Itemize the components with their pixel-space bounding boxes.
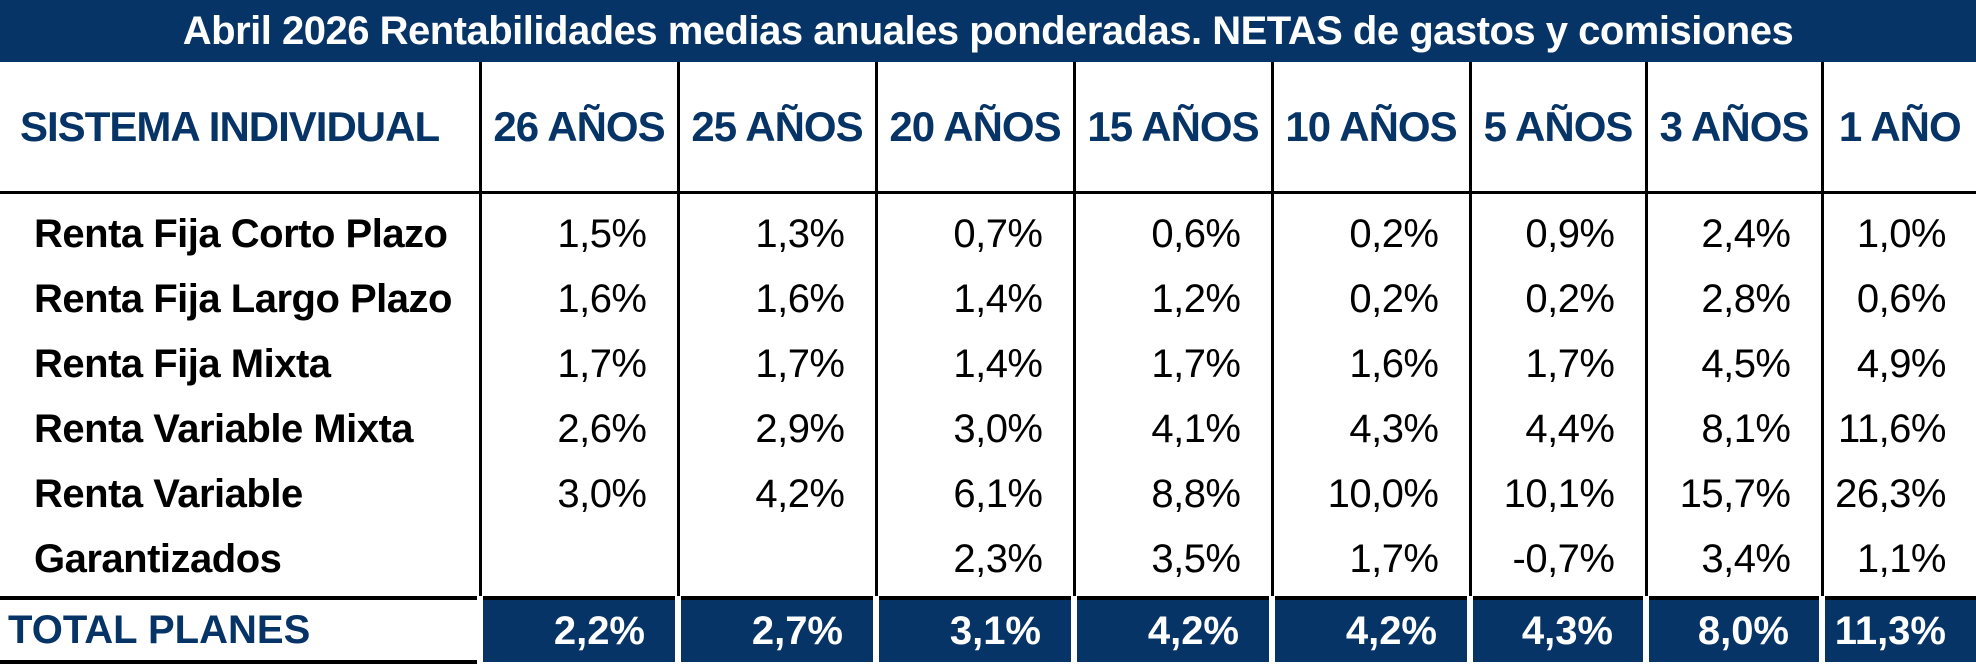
table-cell: 1,3%: [676, 192, 876, 267]
total-cell: 8,0%: [1643, 596, 1822, 662]
row-label: Garantizados: [34, 537, 282, 581]
table-cell: 8,1%: [1644, 397, 1822, 462]
total-cell: 4,3%: [1467, 596, 1646, 662]
table-cell: 2,6%: [478, 397, 678, 462]
table-row: Renta Variable Mixta 2,6% 2,9% 3,0% 4,1%…: [0, 397, 1976, 462]
returns-table: SISTEMA INDIVIDUAL 26 AÑOS 25 AÑOS 20 AÑ…: [0, 62, 1976, 664]
row-label: Renta Fija Corto Plazo: [34, 212, 448, 256]
total-cell: 2,7%: [675, 596, 876, 662]
table-row: Renta Fija Largo Plazo 1,6% 1,6% 1,4% 1,…: [0, 267, 1976, 332]
table-cell: 3,0%: [874, 397, 1074, 462]
table-cell: 0,6%: [1820, 267, 1976, 332]
table-cell: 4,2%: [676, 462, 876, 527]
total-cell: 2,2%: [477, 596, 678, 662]
table-cell: 4,4%: [1468, 397, 1646, 462]
table-cell: 2,3%: [874, 527, 1074, 598]
table-cell: [478, 527, 678, 598]
table-cell: 2,4%: [1644, 192, 1822, 267]
table-cell: 4,9%: [1820, 332, 1976, 397]
table-cell: 4,5%: [1644, 332, 1822, 397]
row-label: Renta Variable: [34, 472, 303, 516]
table-cell: 6,1%: [874, 462, 1074, 527]
table-cell: [676, 527, 876, 598]
table-row: Renta Variable 3,0% 4,2% 6,1% 8,8% 10,0%…: [0, 462, 1976, 527]
table-cell: 2,8%: [1644, 267, 1822, 332]
table-cell: 3,0%: [478, 462, 678, 527]
table-cell: 0,2%: [1270, 192, 1470, 267]
table-cell: 1,6%: [478, 267, 678, 332]
column-header: 20 AÑOS: [874, 62, 1074, 194]
column-header: 1 AÑO: [1820, 62, 1976, 194]
column-header: 26 AÑOS: [478, 62, 678, 194]
total-cell: 4,2%: [1269, 596, 1470, 662]
table-row: Renta Fija Mixta 1,7% 1,7% 1,4% 1,7% 1,6…: [0, 332, 1976, 397]
table-cell: -0,7%: [1468, 527, 1646, 598]
table-cell: 10,1%: [1468, 462, 1646, 527]
column-header: 3 AÑOS: [1644, 62, 1822, 194]
total-cell: 4,2%: [1071, 596, 1272, 662]
table-cell: 10,0%: [1270, 462, 1470, 527]
table-cell: 11,6%: [1820, 397, 1976, 462]
header-row: SISTEMA INDIVIDUAL 26 AÑOS 25 AÑOS 20 AÑ…: [0, 62, 1976, 194]
total-cell: 3,1%: [873, 596, 1074, 662]
table-cell: 3,5%: [1072, 527, 1272, 598]
system-label: SISTEMA INDIVIDUAL: [0, 62, 480, 194]
table-cell: 0,2%: [1270, 267, 1470, 332]
table-cell: 26,3%: [1820, 462, 1976, 527]
column-header: 25 AÑOS: [676, 62, 876, 194]
table-cell: 1,6%: [676, 267, 876, 332]
row-label: Renta Variable Mixta: [34, 407, 414, 451]
table-cell: 1,2%: [1072, 267, 1272, 332]
table-cell: 0,6%: [1072, 192, 1272, 267]
table-cell: 0,7%: [874, 192, 1074, 267]
row-label: Renta Fija Mixta: [34, 342, 331, 386]
column-header: 10 AÑOS: [1270, 62, 1470, 194]
column-header: 5 AÑOS: [1468, 62, 1646, 194]
table-row: Garantizados 2,3% 3,5% 1,7% -0,7% 3,4% 1…: [0, 527, 1976, 598]
table-cell: 1,7%: [1270, 527, 1470, 598]
report-title: Abril 2026 Rentabilidades medias anuales…: [0, 0, 1976, 62]
row-label: Renta Fija Largo Plazo: [34, 277, 452, 321]
table-cell: 15,7%: [1644, 462, 1822, 527]
table-cell: 0,2%: [1468, 267, 1646, 332]
table-cell: 1,1%: [1820, 527, 1976, 598]
column-header: 15 AÑOS: [1072, 62, 1272, 194]
table-cell: 0,9%: [1468, 192, 1646, 267]
table-cell: 1,7%: [478, 332, 678, 397]
table-cell: 3,4%: [1644, 527, 1822, 598]
table-row: Renta Fija Corto Plazo 1,5% 1,3% 0,7% 0,…: [0, 192, 1976, 267]
table-cell: 4,1%: [1072, 397, 1272, 462]
table-cell: 1,4%: [874, 332, 1074, 397]
table-cell: 8,8%: [1072, 462, 1272, 527]
total-label: TOTAL PLANES: [0, 596, 480, 664]
table-cell: 4,3%: [1270, 397, 1470, 462]
table-cell: 1,6%: [1270, 332, 1470, 397]
total-cell: 11,3%: [1819, 596, 1976, 662]
table-cell: 2,9%: [676, 397, 876, 462]
table-cell: 1,7%: [1468, 332, 1646, 397]
table-cell: 1,4%: [874, 267, 1074, 332]
table-cell: 1,5%: [478, 192, 678, 267]
table-cell: 1,7%: [676, 332, 876, 397]
total-row: TOTAL PLANES 2,2% 2,7% 3,1% 4,2% 4,2% 4,…: [0, 596, 1976, 664]
table-cell: 1,0%: [1820, 192, 1976, 267]
table-cell: 1,7%: [1072, 332, 1272, 397]
